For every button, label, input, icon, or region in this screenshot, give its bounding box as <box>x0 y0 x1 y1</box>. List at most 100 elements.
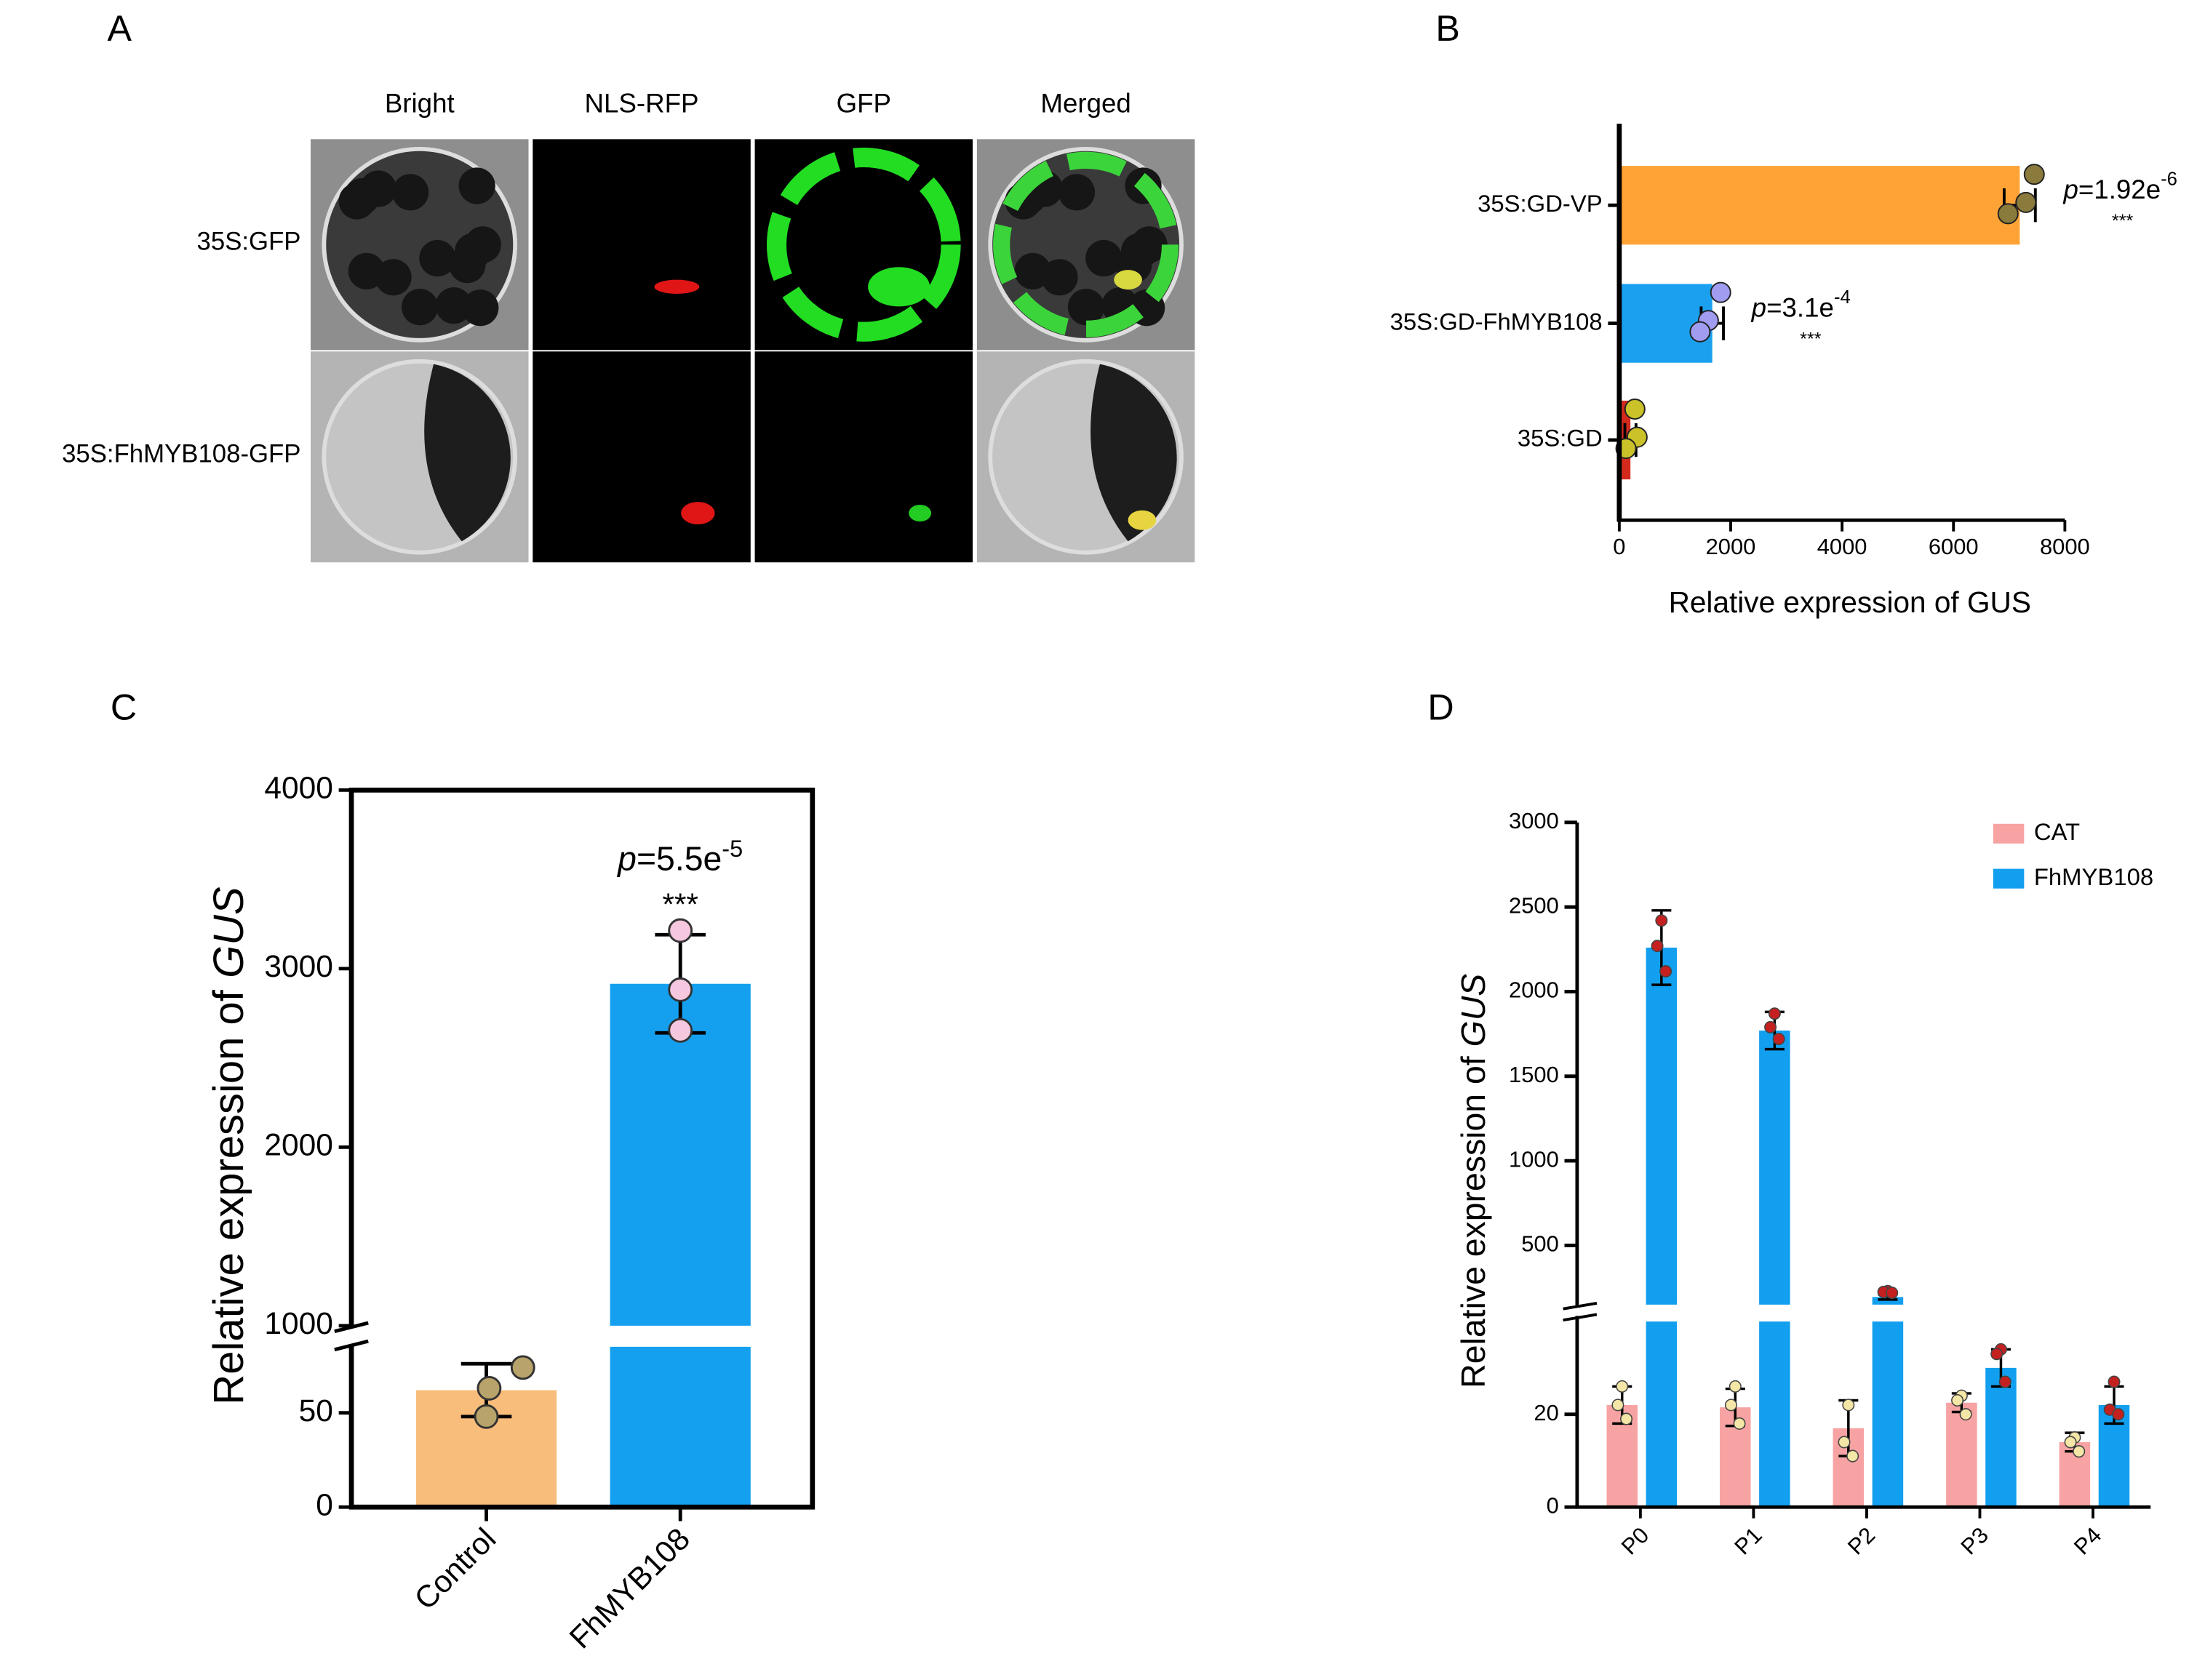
data-point <box>2023 164 2045 185</box>
panel-label: A <box>107 8 132 49</box>
data-point <box>1624 399 1646 420</box>
axis-break <box>1563 1302 1598 1311</box>
data-point <box>1768 1007 1781 1020</box>
annotation-p: p <box>2062 175 2078 204</box>
chloroplast <box>343 177 380 215</box>
row-label: 35S:FhMYB108-GFP <box>62 440 300 468</box>
data-point <box>2064 1436 2077 1449</box>
y-tick-label: 35S:GD <box>1518 425 1603 452</box>
data-point <box>1990 1348 2003 1361</box>
y-tick-label: 2500 <box>1509 892 1559 918</box>
y-axis-label-italic: GUS <box>1454 974 1492 1047</box>
chloroplast <box>348 252 385 290</box>
column-header: Bright <box>385 89 455 119</box>
data-point <box>474 1404 499 1429</box>
legend-swatch <box>1993 868 2025 889</box>
data-point <box>1655 914 1668 927</box>
chloroplasts <box>424 364 511 542</box>
data-point <box>1710 281 1731 303</box>
annotation-sup: -4 <box>1834 287 1851 308</box>
chloroplast <box>1085 239 1123 277</box>
y-tick-label: 35S:GD-FhMYB108 <box>1390 308 1603 335</box>
y-axis-label: Relative expression of GUS <box>1454 974 1492 1388</box>
data-point <box>1729 1380 1742 1393</box>
data-point <box>2108 1375 2121 1388</box>
chloroplast <box>1014 252 1051 290</box>
x-tick-label: 0 <box>1613 534 1625 559</box>
axis-break <box>1563 1313 1598 1322</box>
data-point <box>1959 1408 1972 1421</box>
chloroplast <box>391 174 429 211</box>
axis-break-gap <box>1644 1304 1679 1322</box>
y-tick-label: 20 <box>1534 1400 1558 1425</box>
x-tick-label: P1 <box>1729 1522 1766 1559</box>
y-tick-label: 4000 <box>264 772 333 806</box>
y-axis-label-italic: GUS <box>206 887 252 978</box>
micrograph <box>754 139 973 351</box>
data-point <box>2112 1408 2125 1421</box>
micrograph <box>533 351 751 563</box>
overlay-spot <box>1128 510 1157 530</box>
annotation-text: =5.5e <box>637 840 722 878</box>
y-tick-label: 1000 <box>1509 1146 1559 1172</box>
micrograph <box>533 139 751 351</box>
significance-stars: *** <box>1800 329 1822 349</box>
data-point <box>1651 940 1664 953</box>
data-point <box>1620 1412 1633 1425</box>
x-tick-label: 4000 <box>1817 534 1867 559</box>
y-tick-label: 0 <box>1547 1492 1559 1518</box>
axis-break-gap <box>343 1327 360 1345</box>
chloroplast <box>435 287 472 324</box>
chloroplasts <box>1090 364 1177 542</box>
y-tick-label: 500 <box>1521 1231 1559 1257</box>
bar <box>1946 1402 1977 1508</box>
gfp-spot <box>909 504 932 522</box>
y-tick-label: 0 <box>316 1488 333 1522</box>
data-point <box>1846 1449 1859 1463</box>
axis-break <box>334 1339 369 1352</box>
annotation: p=1.92e-6 <box>2062 169 2177 204</box>
micrograph <box>754 351 973 563</box>
y-tick-label: 1000 <box>264 1307 333 1341</box>
row-label: 35S:GFP <box>197 228 301 256</box>
overlay-spot <box>1114 270 1142 290</box>
data-point <box>668 1017 693 1043</box>
y-tick-label: 1500 <box>1509 1062 1559 1087</box>
data-point <box>668 918 693 943</box>
bar <box>1872 1297 1904 1508</box>
annotation: p=5.5e-5 <box>616 836 743 878</box>
data-point <box>1616 1380 1629 1393</box>
chloroplast <box>462 289 499 327</box>
annotation-sup: -6 <box>2161 169 2177 189</box>
legend-swatch <box>1993 823 2025 844</box>
data-point <box>1733 1417 1746 1430</box>
data-point <box>1998 1375 2011 1388</box>
data-point <box>1997 203 2019 225</box>
chloroplast <box>455 233 492 270</box>
y-tick-label: 3000 <box>1509 808 1559 833</box>
column-header: Merged <box>1040 89 1131 119</box>
data-point <box>1611 1399 1624 1412</box>
annotation-text: =1.92e <box>2078 175 2161 204</box>
y-axis-label-text: Relative expression of <box>206 989 252 1404</box>
x-tick-label: 2000 <box>1706 534 1756 559</box>
legend-label: CAT <box>2034 818 2080 845</box>
data-point <box>1659 965 1672 978</box>
data-point <box>510 1355 535 1380</box>
gfp-ring <box>767 147 961 342</box>
y-tick-label: 50 <box>299 1394 333 1428</box>
axis-break-gap <box>1870 1304 1905 1322</box>
significance-stars: *** <box>662 888 698 922</box>
x-axis-label: Relative expression of GUS <box>1669 585 2031 619</box>
panel-label: C <box>111 687 137 727</box>
legend-label: FhMYB108 <box>2034 863 2153 890</box>
annotation-p: p <box>1751 292 1766 322</box>
data-point <box>668 977 693 1002</box>
x-tick-label: P4 <box>2069 1522 2106 1559</box>
x-tick-label: 8000 <box>2040 534 2090 559</box>
chloroplast <box>419 239 456 277</box>
annotation-text: =3.1e <box>1766 292 1834 322</box>
annotation-sup: -5 <box>722 836 743 862</box>
x-tick-label: P3 <box>1955 1522 1993 1559</box>
